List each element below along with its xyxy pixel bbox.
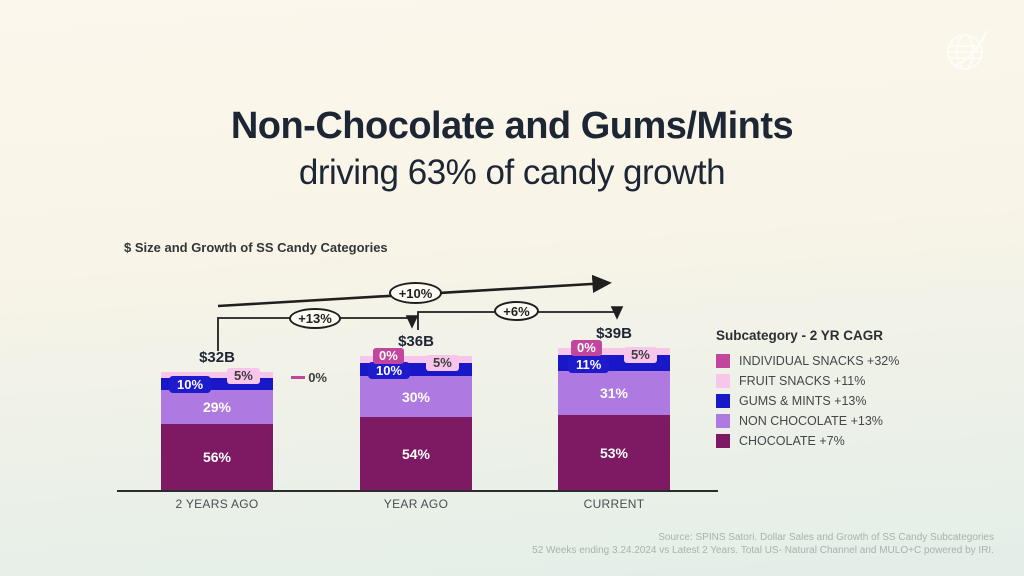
bar-total-label: $32B [199,349,235,366]
gums-mints-label: 10% [368,362,411,379]
callout-dash [291,375,306,379]
legend-item-non-chocolate: NON CHOCOLATE +13% [716,414,996,428]
axis-label-2-years-ago: 2 YEARS AGO [175,497,259,511]
segment-chocolate: 56% [161,424,273,490]
segment-non-chocolate: 29% [161,390,273,424]
chocolate-value: 53% [599,444,629,461]
individual-snacks-label: 0% [373,348,404,364]
axis-label-year-ago: YEAR AGO [383,497,449,511]
fruit-snacks-swatch [716,374,730,388]
slide-title: Non-Chocolate and Gums/Mints driving 63%… [0,102,1024,196]
non-chocolate-swatch [716,414,730,428]
chocolate-value: 54% [401,445,431,462]
segment-chocolate: 53% [558,415,670,490]
gums-mints-swatch [716,394,730,408]
fruit-snacks-label: 5% [426,355,459,371]
bar-year-ago: $36B 0% 5% 10% 30% 54% [360,333,472,490]
segment-non-chocolate: 30% [360,376,472,417]
source-note: Source: SPINS Satori. Dollar Sales and G… [532,532,994,557]
title-line2: driving 63% of candy growth [298,153,726,192]
chocolate-swatch [716,434,730,448]
title-line1: Non-Chocolate and Gums/Mints [230,105,794,147]
growth-callout-step1: +13% [289,308,341,329]
gums-mints-label: 11% [568,356,610,373]
chocolate-value: 56% [202,449,232,465]
non-chocolate-value: 29% [202,399,232,415]
non-chocolate-value: 31% [599,385,629,401]
individual-snacks-swatch [716,354,730,368]
source-line2: 52 Weeks ending 3.24.2024 vs Latest 2 Ye… [532,544,994,556]
segment-chocolate: 54% [360,417,472,490]
legend-item-fruit-snacks: FRUIT SNACKS +11% [716,374,996,388]
growth-callout-overall: +10% [389,282,442,304]
individual-snacks-label: 0% [571,340,602,356]
fruit-snacks-label: 5% [624,347,657,363]
x-axis-line [117,490,718,492]
legend-label: FRUIT SNACKS +11% [739,374,866,388]
segment-fruit-snacks [161,372,273,378]
bar-2-years-ago: $32B 0% 5% 10% 29% 56% [161,349,327,490]
source-line1: Source: SPINS Satori. Dollar Sales and G… [658,532,994,543]
legend-header: Subcategory - 2 YR CAGR [716,328,884,343]
legend-item-chocolate: CHOCOLATE +7% [716,434,996,448]
legend-label: GUMS & MINTS +13% [739,394,867,408]
legend: Subcategory - 2 YR CAGR INDIVIDUAL SNACK… [716,328,996,454]
globe-logo-icon [947,30,989,70]
chart-heading: $ Size and Growth of SS Candy Categories [124,240,388,255]
growth-callout-step2: +6% [494,301,539,321]
fruit-snacks-label: 5% [227,368,260,384]
segment-fruit-snacks [360,356,472,363]
gums-mints-label: 10% [169,376,212,393]
bar-current: $39B 0% 5% 11% 31% 53% [558,325,670,490]
legend-label: INDIVIDUAL SNACKS +32% [739,354,900,368]
individual-snacks-value: 0% [308,369,327,385]
legend-item-gums-mints: GUMS & MINTS +13% [716,394,996,408]
legend-label: CHOCOLATE +7% [739,434,845,448]
legend-label: NON CHOCOLATE +13% [739,414,883,428]
individual-snacks-callout: 0% [291,369,327,385]
segment-non-chocolate: 31% [558,371,670,415]
legend-item-individual-snacks: INDIVIDUAL SNACKS +32% [716,354,996,368]
non-chocolate-value: 30% [401,388,431,405]
axis-label-current: CURRENT [583,497,645,511]
segment-fruit-snacks [558,348,670,355]
